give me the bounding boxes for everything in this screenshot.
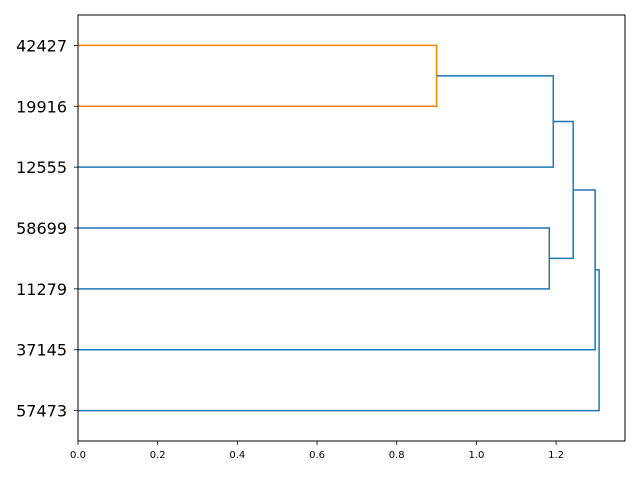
y-axis-leaf-labels: 42427 19916 12555 58699 11279 37145 57473 [16, 36, 78, 421]
leaf-label: 12555 [16, 158, 67, 177]
leaf-label: 19916 [16, 97, 67, 116]
dendrogram-link [78, 189, 596, 351]
x-tick-label: 0.6 [309, 450, 325, 461]
leaf-label: 58699 [16, 219, 67, 238]
dendrogram-link [78, 269, 600, 412]
leaf-label: 57473 [16, 402, 67, 421]
dendrogram-link [78, 75, 555, 168]
leaf-label: 37145 [16, 341, 67, 360]
leaf-label: 11279 [16, 280, 67, 299]
dendrogram-link [549, 120, 574, 260]
x-tick-label: 0.2 [150, 450, 166, 461]
dendrogram-link [78, 227, 551, 290]
x-tick-label: 1.2 [548, 450, 564, 461]
x-tick-label: 0.0 [70, 450, 86, 461]
x-tick-label: 0.8 [389, 450, 405, 461]
dendrogram-links [78, 44, 600, 412]
leaf-label: 42427 [16, 36, 67, 55]
x-axis: 0.0 0.2 0.4 0.6 0.8 1.0 1.2 [70, 441, 564, 461]
dendrogram-link [78, 44, 438, 108]
x-tick-label: 0.4 [229, 450, 245, 461]
x-tick-label: 1.0 [468, 450, 484, 461]
